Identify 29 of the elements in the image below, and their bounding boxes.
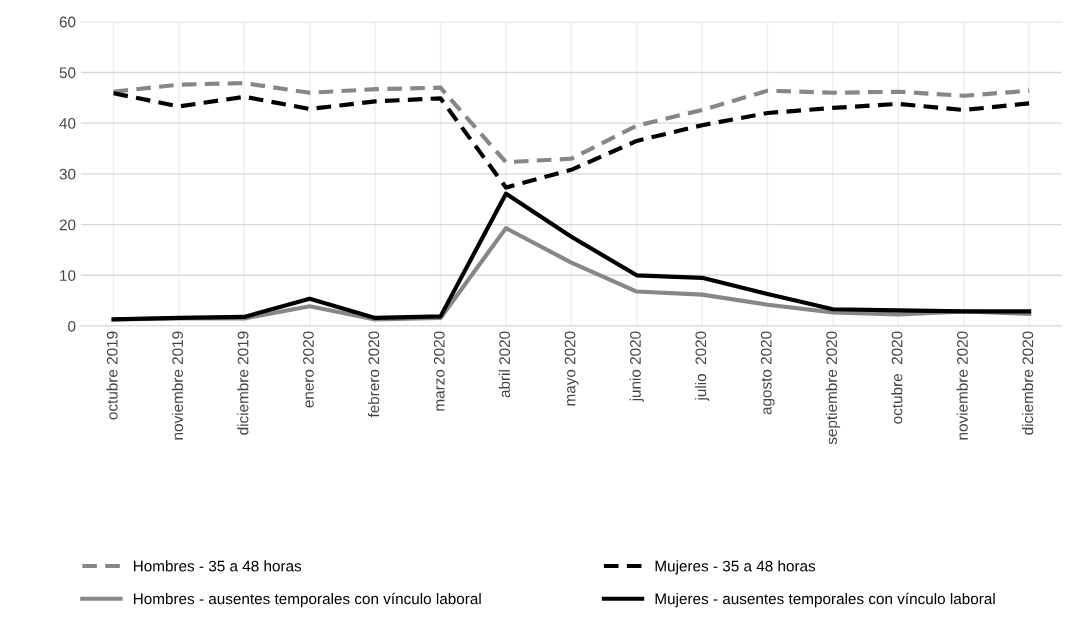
line-series <box>111 191 1032 322</box>
y-tick-label: 60 <box>59 16 76 28</box>
x-tick-label: octubre 2019 <box>106 331 118 420</box>
y-tick-label: 30 <box>59 168 76 180</box>
legend-label: Hombres - ausentes temporales con vínculo laboral <box>133 592 481 608</box>
legend-label: Mujeres - 35 a 48 horas <box>655 560 816 575</box>
x-tick-label: marzo 2020 <box>433 331 445 411</box>
x-tick-label: agosto 2020 <box>760 331 775 415</box>
x-tick-label: mayo 2020 <box>564 331 579 406</box>
y-tick-label: 40 <box>59 118 76 129</box>
y-tick-label: 20 <box>59 219 76 231</box>
x-tick-label: noviembre 2019 <box>171 331 184 440</box>
x-tick-label: octubre 2020 <box>891 331 903 424</box>
line-series <box>111 91 1032 190</box>
line-series <box>111 81 1032 165</box>
x-tick-label: junio 2020 <box>629 331 644 402</box>
legend-label: Hombres - 35 a 48 horas <box>133 560 302 572</box>
x-tick-label: septiembre 2020 <box>825 331 841 445</box>
x-tick-label: febrero 2020 <box>368 331 380 418</box>
legend-label: Mujeres - ausentes temporales con vínculo laboral <box>655 592 995 608</box>
y-tick-label: 10 <box>60 270 76 281</box>
x-tick-label: diciembre 2020 <box>1022 331 1034 435</box>
x-tick-label: julio 2020 <box>695 331 710 401</box>
y-tick-label: 50 <box>59 67 76 79</box>
y-tick-label: 0 <box>68 320 76 332</box>
x-tick-label: enero 2020 <box>303 331 314 408</box>
x-tick-label: abril 2020 <box>498 331 511 398</box>
x-tick-label: noviembre 2020 <box>956 331 968 440</box>
x-tick-label: diciembre 2019 <box>237 331 249 435</box>
